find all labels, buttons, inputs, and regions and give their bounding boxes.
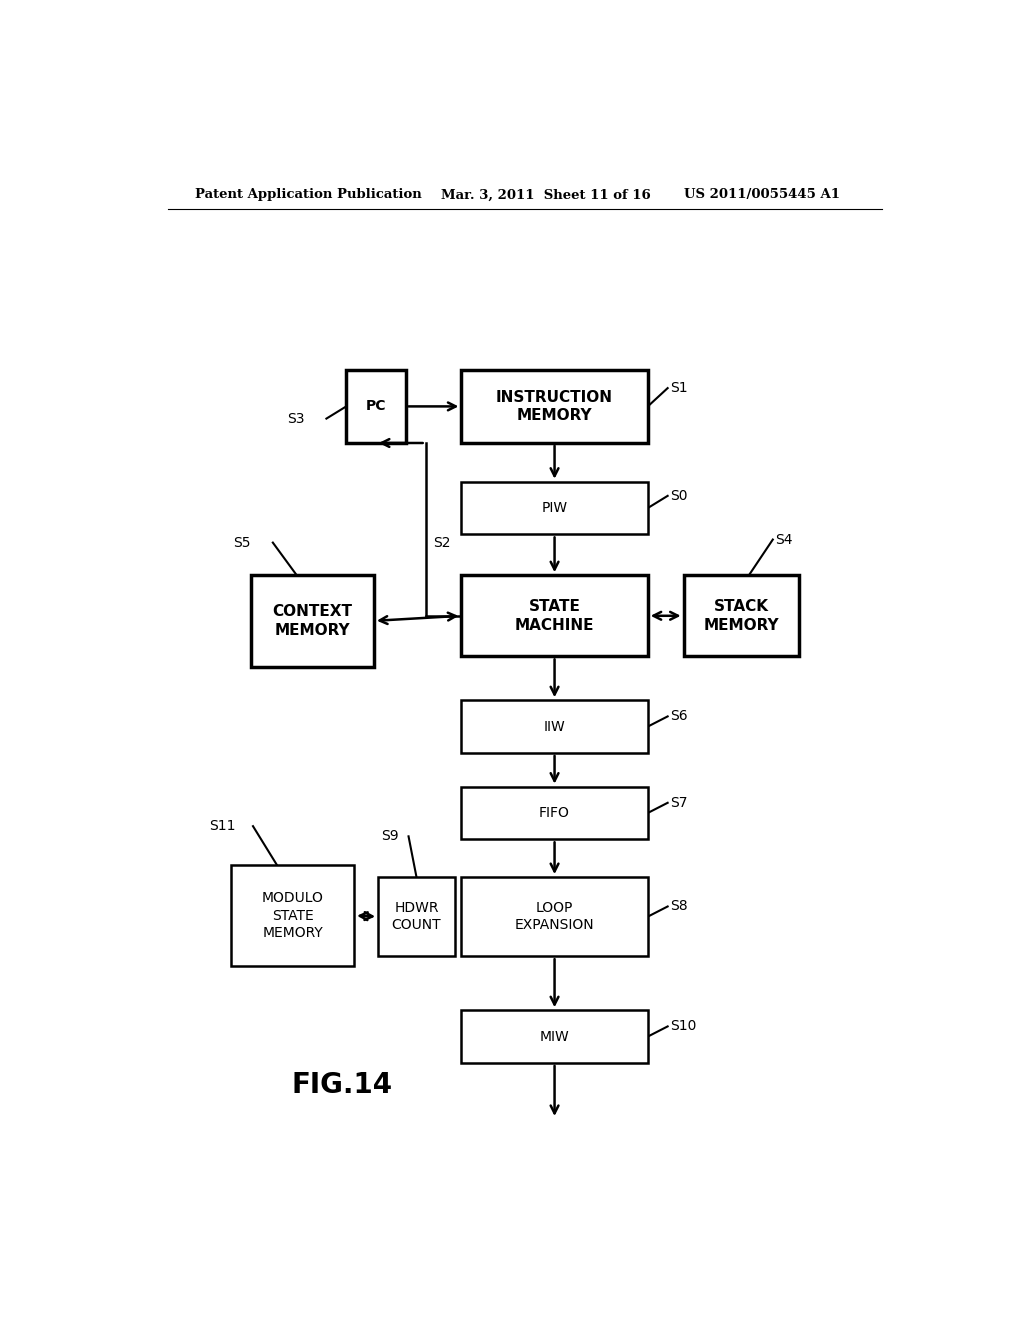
Bar — [231, 865, 354, 966]
Text: HDWR
COUNT: HDWR COUNT — [391, 902, 441, 932]
Text: Mar. 3, 2011  Sheet 11 of 16: Mar. 3, 2011 Sheet 11 of 16 — [441, 189, 651, 202]
Text: S1: S1 — [670, 381, 688, 395]
Text: S0: S0 — [670, 488, 687, 503]
Bar — [461, 787, 648, 840]
Bar — [461, 370, 648, 444]
Bar — [684, 576, 799, 656]
Text: IIW: IIW — [544, 719, 565, 734]
Text: S3: S3 — [287, 412, 304, 425]
Text: Patent Application Publication: Patent Application Publication — [196, 189, 422, 202]
Text: FIFO: FIFO — [539, 807, 570, 820]
Text: FIG.14: FIG.14 — [292, 1072, 393, 1100]
Text: S6: S6 — [670, 709, 688, 723]
Text: S10: S10 — [670, 1019, 696, 1034]
Text: S11: S11 — [209, 820, 236, 833]
Text: PIW: PIW — [542, 502, 567, 515]
Text: LOOP
EXPANSION: LOOP EXPANSION — [515, 902, 594, 932]
Text: STACK
MEMORY: STACK MEMORY — [703, 599, 779, 632]
Text: S5: S5 — [233, 536, 251, 549]
Bar — [461, 700, 648, 752]
Bar — [378, 876, 455, 956]
Text: INSTRUCTION
MEMORY: INSTRUCTION MEMORY — [496, 389, 613, 424]
Bar — [251, 576, 374, 667]
Text: CONTEXT
MEMORY: CONTEXT MEMORY — [272, 605, 352, 638]
Bar — [461, 482, 648, 535]
Text: US 2011/0055445 A1: US 2011/0055445 A1 — [684, 189, 840, 202]
Text: S7: S7 — [670, 796, 687, 809]
Text: S8: S8 — [670, 899, 688, 913]
Text: PC: PC — [366, 400, 386, 413]
Bar — [461, 576, 648, 656]
Text: S4: S4 — [775, 532, 793, 546]
Text: STATE
MACHINE: STATE MACHINE — [515, 599, 594, 632]
Text: MODULO
STATE
MEMORY: MODULO STATE MEMORY — [262, 891, 324, 940]
Text: MIW: MIW — [540, 1030, 569, 1044]
Bar — [346, 370, 406, 444]
Bar — [461, 1010, 648, 1063]
Bar — [461, 876, 648, 956]
Text: S2: S2 — [433, 536, 451, 549]
Text: S9: S9 — [381, 829, 398, 843]
